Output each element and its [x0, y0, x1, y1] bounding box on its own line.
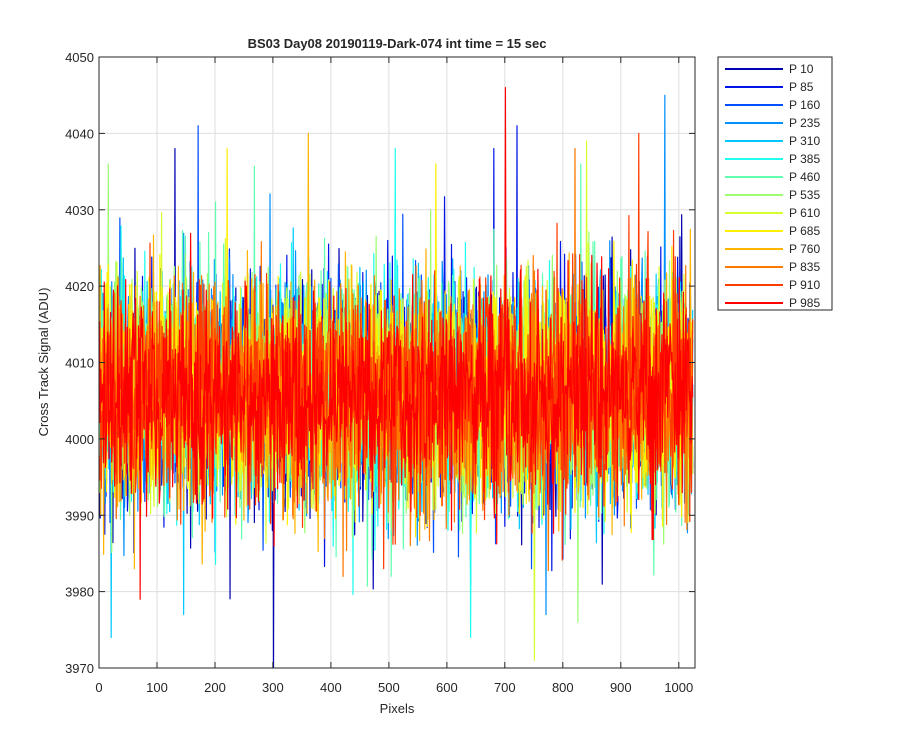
x-tick-label: 500: [378, 680, 400, 695]
legend-entry: P 235: [789, 116, 820, 130]
legend-entry: P 610: [789, 206, 820, 220]
y-tick-label: 4020: [65, 279, 94, 294]
legend-entry: P 310: [789, 134, 820, 148]
legend-entry: P 385: [789, 152, 820, 166]
legend-entry: P 910: [789, 278, 820, 292]
y-tick-label: 4030: [65, 203, 94, 218]
x-tick-label: 100: [146, 680, 168, 695]
y-tick-label: 4010: [65, 356, 94, 371]
x-tick-label: 1000: [664, 680, 693, 695]
y-tick-label: 3980: [65, 585, 94, 600]
legend-entry: P 685: [789, 224, 820, 238]
x-tick-label: 200: [204, 680, 226, 695]
y-tick-label: 4000: [65, 432, 94, 447]
x-tick-label: 600: [436, 680, 458, 695]
legend-entry: P 10: [789, 62, 814, 76]
x-tick-label: 300: [262, 680, 284, 695]
x-tick-label: 800: [552, 680, 574, 695]
legend: P 10 P 85 P 160 P 235 P 310 P 385 P 460 P 535 P …: [717, 56, 833, 311]
legend-entry: P 460: [789, 170, 820, 184]
legend-entry: P 985: [789, 296, 820, 310]
legend-entry: P 535: [789, 188, 820, 202]
y-tick-label: 3970: [65, 661, 94, 676]
x-tick-label: 700: [494, 680, 516, 695]
y-axis-label: Cross Track Signal (ADU): [36, 288, 51, 437]
legend-entry: P 85: [789, 80, 814, 94]
legend-entry: P 160: [789, 98, 820, 112]
y-tick-label: 4040: [65, 126, 94, 141]
y-tick-label: 4050: [65, 50, 94, 65]
x-tick-label: 900: [610, 680, 632, 695]
chart-title: BS03 Day08 20190119-Dark-074 int time = …: [248, 36, 547, 51]
x-tick-label: 0: [95, 680, 102, 695]
x-tick-label: 400: [320, 680, 342, 695]
x-axis-label: Pixels: [380, 701, 415, 716]
legend-entry: P 835: [789, 260, 820, 274]
series-line-p985: [99, 86, 694, 600]
y-tick-label: 3990: [65, 508, 94, 523]
legend-entry: P 760: [789, 242, 820, 256]
axis-ticks: 0 100 200 300 400 500 600 700 800 900 1000 3970 3980…: [65, 50, 695, 695]
series-layer: [99, 86, 694, 668]
